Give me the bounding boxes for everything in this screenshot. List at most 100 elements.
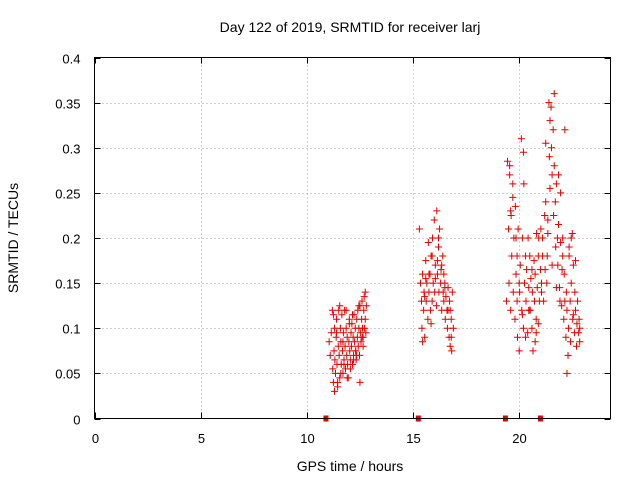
data-point: [554, 171, 562, 179]
y-tick-label: 0.1: [62, 322, 80, 337]
data-point: [533, 229, 541, 237]
data-point: [346, 365, 354, 373]
data-point: [560, 315, 568, 323]
data-point: [574, 297, 582, 305]
data-point: [531, 338, 539, 346]
data-point: [540, 297, 548, 305]
data-point: [542, 139, 550, 147]
y-axis-ticks: 0 0.05 0.1 0.15 0.2 0.25 0.3 0.35 0.4: [55, 52, 611, 428]
data-point: [362, 302, 370, 310]
data-point: [528, 324, 536, 332]
data-point: [440, 270, 448, 278]
data-point: [349, 360, 356, 368]
data-point: [439, 252, 447, 260]
data-point: [331, 356, 339, 364]
data-point: [343, 333, 351, 341]
x-tick-label: 15: [406, 431, 420, 446]
data-point: [415, 225, 423, 233]
y-tick-label: 0.25: [55, 187, 80, 202]
data-point: [519, 324, 527, 332]
data-point: [351, 338, 359, 346]
data-point: [563, 369, 571, 377]
data-point: [330, 387, 338, 395]
data-point: [343, 351, 351, 359]
data-point: [548, 171, 556, 179]
data-point: [422, 275, 430, 283]
data-point: [567, 338, 575, 346]
data-point: [519, 148, 527, 156]
data-point: [551, 198, 559, 206]
data-point: [562, 333, 570, 341]
data-point: [514, 225, 522, 233]
data-point: [361, 315, 369, 323]
data-point: [558, 302, 566, 310]
data-point: [347, 329, 355, 337]
data-point: [531, 270, 539, 278]
data-point: [502, 297, 510, 305]
data-point: [513, 297, 521, 305]
data-point: [335, 306, 343, 314]
data-point: [505, 279, 513, 287]
data-point: [421, 293, 429, 301]
data-point: [419, 338, 427, 346]
data-point: [423, 279, 431, 287]
y-axis-label: SRMTID / TECUs: [5, 183, 21, 293]
data-point: [420, 306, 428, 314]
x-axis-ticks: 0 5 10 15 20: [92, 57, 527, 446]
data-point: [340, 360, 348, 368]
data-point: [446, 342, 454, 350]
data-point: [505, 225, 513, 233]
data-point: [438, 261, 446, 269]
data-point: [512, 234, 520, 242]
data-point: [564, 351, 572, 359]
data-point: [517, 135, 525, 143]
y-tick-label: 0.2: [62, 232, 80, 247]
data-point: [442, 293, 450, 301]
data-point: [337, 369, 345, 377]
data-point: [560, 270, 568, 278]
y-tick-label: 0.35: [55, 97, 80, 112]
data-point: [550, 211, 558, 219]
data-point: [329, 311, 337, 319]
y-tick-label: 0: [73, 413, 80, 428]
data-point: [336, 302, 344, 310]
data-point: [541, 266, 549, 274]
data-point: [529, 347, 537, 355]
data-point: [448, 288, 456, 296]
data-point: [547, 144, 555, 152]
data-point: [433, 257, 441, 265]
data-point: [569, 311, 577, 319]
x-axis-label: GPS time / hours: [297, 458, 404, 474]
data-point: [427, 320, 435, 328]
data-point: [562, 288, 570, 296]
data-point: [339, 347, 347, 355]
x-tick-label: 5: [198, 431, 205, 446]
data-point: [528, 266, 536, 274]
data-point: [522, 333, 530, 341]
data-point: [429, 279, 437, 287]
data-point: [567, 279, 575, 287]
data-point: [436, 225, 444, 233]
data-point: [569, 261, 577, 269]
data-point: [435, 243, 442, 251]
data-point: [526, 252, 534, 260]
data-point: [552, 180, 560, 188]
data-point: [554, 220, 562, 228]
data-point: [361, 288, 369, 296]
data-point: [569, 315, 577, 323]
data-point: [576, 338, 584, 346]
y-tick-label: 0.15: [55, 277, 80, 292]
data-point: [545, 153, 553, 161]
data-point: [530, 257, 538, 265]
data-point: [507, 207, 515, 215]
data-point: [347, 342, 355, 350]
data-point: [567, 234, 575, 242]
data-point: [504, 157, 512, 165]
data-point: [418, 324, 426, 332]
data-point: [433, 270, 441, 278]
data-point: [336, 374, 344, 382]
data-point: [432, 302, 440, 310]
data-point: [557, 239, 565, 247]
data-point: [431, 275, 439, 283]
data-point: [422, 297, 430, 305]
